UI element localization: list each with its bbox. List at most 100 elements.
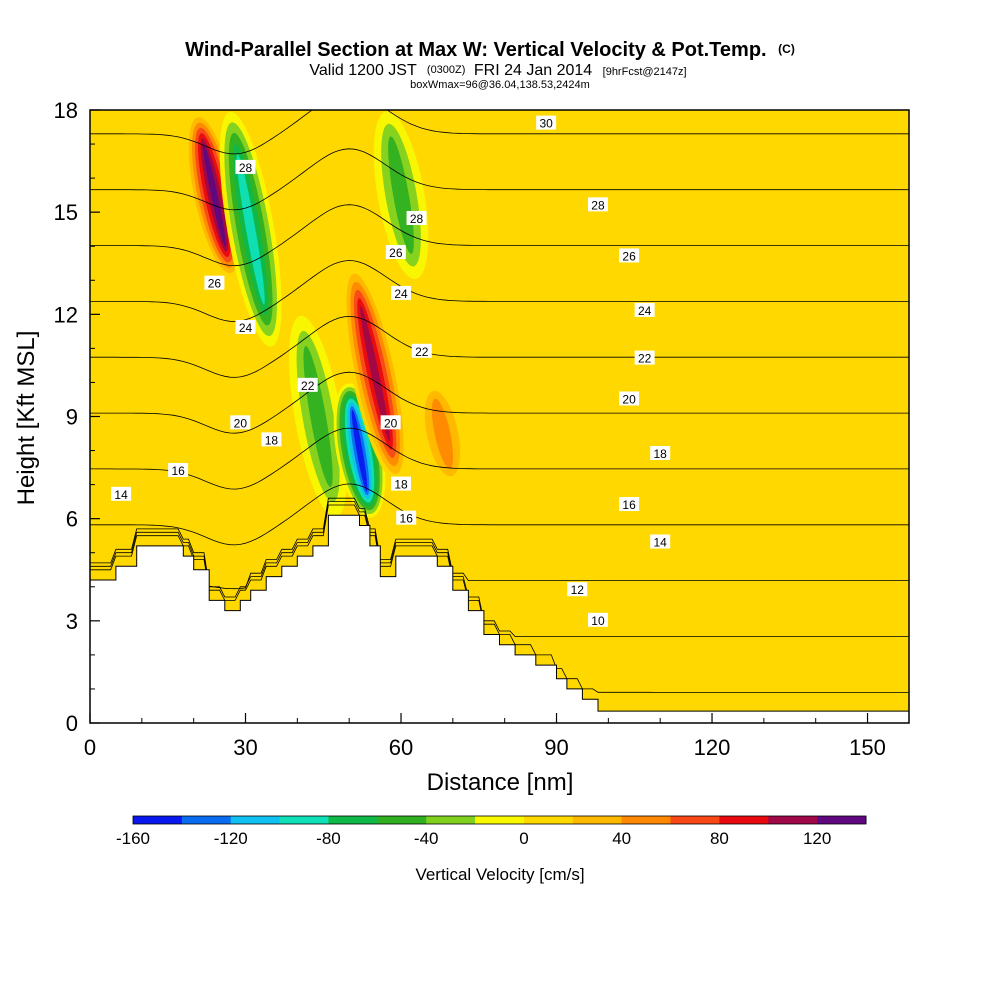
theta-contour — [90, 501, 909, 637]
contour-label-bg — [261, 432, 282, 447]
y-tick-label: 15 — [54, 200, 78, 225]
contour-label-text: 24 — [638, 304, 652, 318]
contour-label: 20 — [380, 415, 401, 430]
chart-title: Wind-Parallel Section at Max W: Vertical… — [185, 39, 795, 61]
chart-subtitle-2: boxWmax=96@36.04,138.53,2424m — [410, 79, 590, 91]
colorbar-swatch — [817, 816, 867, 824]
chart-title-main: Wind-Parallel Section at Max W: Vertical… — [185, 39, 766, 61]
theta-contour — [90, 427, 909, 490]
terrain-mask — [90, 514, 909, 723]
colorbar-tick-label: 40 — [612, 829, 631, 848]
x-tick-label: 90 — [544, 735, 568, 760]
contour-label-text: 26 — [389, 246, 403, 260]
theta-contour — [90, 260, 909, 322]
colorbar-swatch — [719, 816, 769, 824]
colorbar-tick-label: 0 — [519, 829, 528, 848]
contour-label-bg — [650, 445, 671, 460]
y-tick-label: 6 — [66, 507, 78, 532]
subtitle-date: FRI 24 Jan 2014 — [474, 62, 592, 79]
terrain-profile — [90, 514, 909, 723]
colorbar-swatch — [523, 816, 574, 824]
contour-label-text: 18 — [654, 447, 668, 461]
theta-contour — [90, 483, 909, 546]
contour-label-bg — [619, 248, 640, 263]
x-tick-label: 30 — [233, 735, 257, 760]
colorbar-swatch — [230, 816, 281, 824]
x-tick-label: 150 — [849, 735, 886, 760]
x-tick-label: 0 — [84, 735, 96, 760]
contour-label: 24 — [235, 319, 256, 335]
contour-label: 12 — [567, 582, 588, 597]
contour-label-text: 30 — [539, 117, 553, 131]
subtitle-fcst: [9hrFcst@2147z] — [603, 66, 687, 78]
contour-label-bg — [536, 115, 557, 130]
theta-contour — [90, 110, 909, 155]
contour-label-bg — [619, 391, 640, 406]
contour-label-text: 16 — [622, 498, 636, 512]
colorbar-swatch — [572, 816, 623, 824]
contour-label-bg — [235, 159, 256, 174]
contour-label: 30 — [536, 115, 557, 131]
colorbar-swatch — [181, 816, 232, 824]
contour-label-text: 20 — [234, 416, 248, 430]
contour-label-text: 20 — [384, 416, 398, 430]
contour-label-bg — [634, 350, 655, 365]
colorbar-swatch — [133, 816, 183, 824]
contour-label: 22 — [634, 350, 655, 366]
colorbar-swatch — [768, 816, 818, 824]
contour-label-bg — [391, 285, 412, 300]
contour-label-bg — [391, 476, 412, 491]
contour-label-bg — [587, 612, 608, 627]
contour-label-text: 22 — [301, 379, 315, 393]
contour-label-text: 28 — [410, 212, 424, 226]
contour-label-bg — [567, 582, 588, 597]
contour-label-text: 16 — [171, 464, 185, 478]
x-axis-label: Distance [nm] — [427, 769, 574, 796]
contour-label: 26 — [204, 275, 225, 291]
contour-label-bg — [230, 415, 251, 430]
contour-label-text: 28 — [591, 198, 605, 212]
contour-label-text: 24 — [239, 321, 253, 335]
contour-label: 16 — [168, 462, 189, 478]
colorbar-tick-label: -120 — [214, 829, 248, 848]
colorbar-swatch — [426, 816, 476, 824]
y-tick-label: 0 — [66, 711, 78, 736]
contour-label: 28 — [406, 210, 427, 226]
contour-label: 24 — [634, 302, 655, 318]
axes: 0 30 60 90 120 150 0 3 6 9 12 15 18 — [54, 98, 886, 760]
colorbar-swatch — [670, 816, 720, 824]
contour-label-bg — [619, 497, 640, 512]
colorbar-swatch — [279, 816, 329, 824]
theta-contour — [90, 204, 909, 267]
contour-label-bg — [204, 275, 225, 290]
y-tick-label: 18 — [54, 98, 78, 123]
contour-label: 20 — [619, 391, 640, 406]
contour-label-text: 18 — [265, 433, 279, 447]
velocity-band — [203, 143, 226, 247]
contour-label-bg — [396, 510, 417, 525]
contour-label-text: 18 — [394, 478, 408, 492]
y-tick-label: 3 — [66, 609, 78, 634]
contour-label: 26 — [619, 248, 640, 263]
contour-labels: 14 16 20 18 24 26 28 22 20 18 16 28 26 24 22 30 28 26 24 22… — [111, 115, 671, 628]
theta-contour — [90, 497, 909, 590]
colorbar-frame — [132, 815, 867, 825]
contour-label-text: 16 — [400, 512, 414, 526]
contour-label: 18 — [261, 432, 282, 447]
contour-label-text: 22 — [638, 352, 652, 366]
contour-label: 24 — [391, 285, 412, 301]
velocity-band — [236, 154, 265, 305]
contour-label-bg — [385, 245, 406, 260]
contour-label-bg — [297, 377, 318, 392]
contour-label-text: 12 — [571, 583, 585, 597]
contour-label-text: 14 — [654, 536, 668, 550]
colorbar-swatch — [475, 816, 525, 824]
contour-label-bg — [380, 415, 401, 430]
colorbar-tick-label: 120 — [803, 829, 831, 848]
contour-label-text: 22 — [415, 345, 429, 359]
y-axis-label: Height [Kft MSL] — [13, 331, 40, 506]
contour-label: 16 — [396, 510, 417, 526]
contour-label: 22 — [411, 343, 432, 359]
contour-label-bg — [168, 462, 189, 477]
contour-label-text: 14 — [114, 488, 128, 502]
